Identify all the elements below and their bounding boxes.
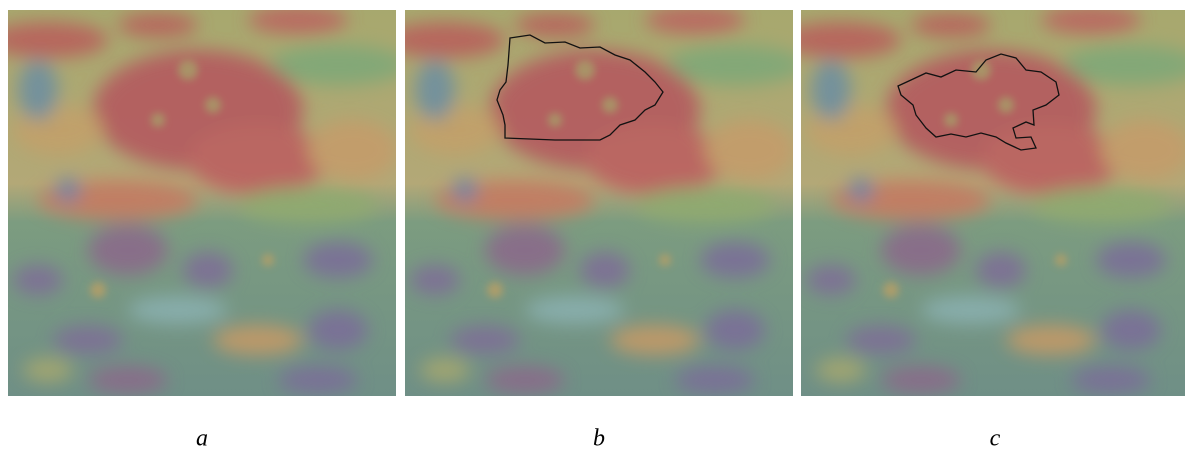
panel-label: a [196, 426, 208, 451]
figure: a b c [0, 0, 1185, 451]
panel-label: c [990, 426, 1001, 451]
heatmap-image [0, 6, 408, 396]
panel-b [385, 6, 805, 396]
panel-c [781, 6, 1185, 396]
heatmap-image [385, 6, 805, 396]
panel-label: b [593, 426, 605, 451]
panel-a [0, 6, 408, 396]
